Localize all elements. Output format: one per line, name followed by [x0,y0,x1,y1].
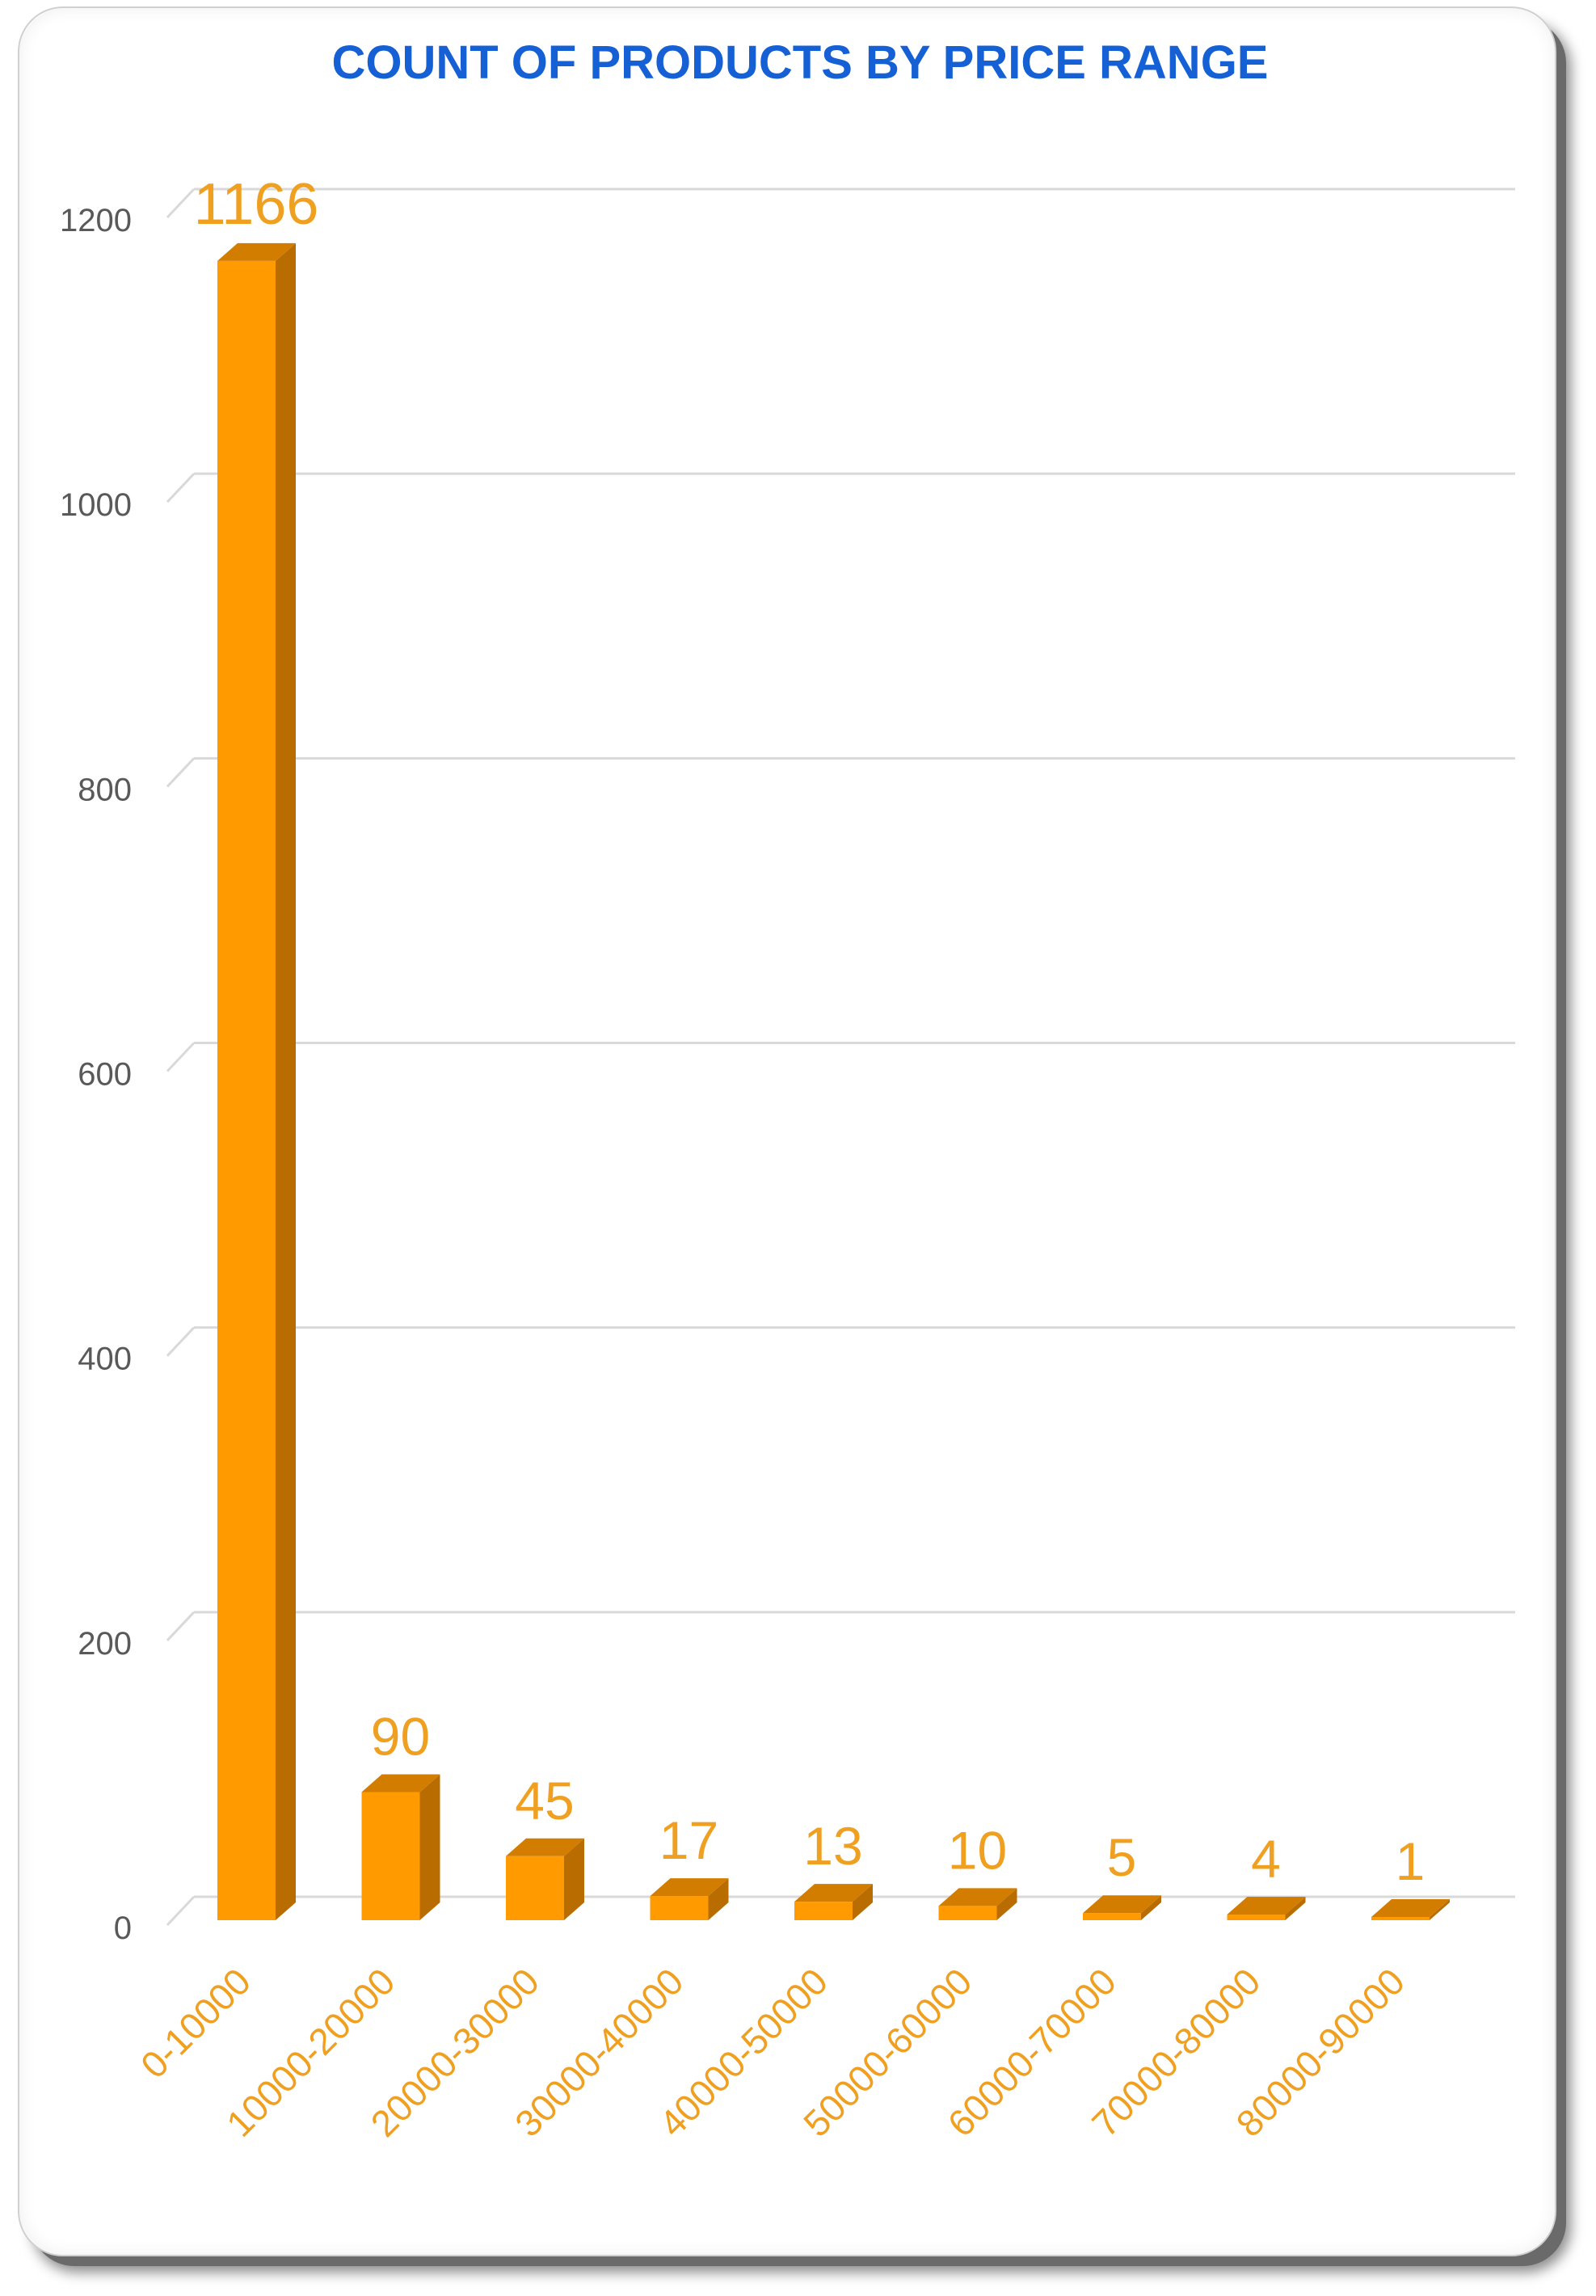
bar-top [794,1884,873,1902]
bar-top [217,242,296,261]
bar-front [217,260,276,1920]
bar-top [650,1878,729,1897]
data-label: 1166 [194,172,319,237]
data-label: 17 [659,1810,718,1870]
y-tick-label: 400 [78,1342,132,1377]
gridline-depth [166,187,196,219]
data-label: 10 [948,1820,1007,1880]
bar-side [564,1838,584,1920]
bar-side [1430,1899,1450,1920]
bar-top [506,1838,584,1856]
y-tick-label: 0 [114,1911,132,1946]
bar-top [1227,1896,1306,1915]
bar [650,1878,729,1920]
x-category-label: 0-10000 [133,1960,259,2086]
bar [1227,1896,1306,1920]
bar-side [419,1774,440,1920]
bar [217,242,296,1920]
x-axis-categories: 0-1000010000-2000020000-3000030000-40000… [133,1960,1413,2145]
bar-front [794,1902,853,1920]
y-tick-label: 1000 [60,487,132,523]
chart-title: COUNT OF PRODUCTS BY PRICE RANGE [331,36,1268,89]
bar [1083,1895,1161,1920]
bar [361,1774,440,1920]
bar-front [1227,1914,1286,1920]
y-tick-label: 200 [78,1626,132,1662]
gridline-depth [166,1611,196,1641]
bar-side [1141,1895,1161,1920]
gridline-depth [166,1042,196,1072]
bar-side [1285,1896,1306,1920]
gridline-depth [166,1326,196,1357]
bar-front [1371,1917,1430,1920]
gridline-depth [166,1895,196,1927]
bars [217,242,1450,1920]
bar [794,1884,873,1920]
bar-front [938,1906,997,1920]
bar-front [361,1792,420,1920]
bar-top [1371,1899,1450,1917]
bar [506,1838,584,1920]
y-tick-label: 800 [78,772,132,807]
gridlines [166,187,1515,1927]
bar-side [276,242,296,1920]
data-label: 13 [803,1816,862,1876]
bar-front [506,1856,564,1920]
data-label: 45 [515,1771,574,1830]
data-labels: 1166 90 45 17 13 10 5 4 1 [194,172,1425,1891]
data-label: 1 [1396,1831,1425,1891]
bar-side [853,1884,873,1920]
gridline-depth [166,757,196,788]
bar-top [361,1774,440,1793]
y-axis-ticks: 0 200 400 600 800 1000 1200 [60,203,132,1946]
bar-top [1083,1895,1161,1914]
bar [938,1888,1017,1920]
data-label: 90 [371,1707,430,1767]
bar-side [708,1878,729,1920]
bar-side [996,1888,1017,1920]
gridline-depth [166,473,196,503]
bar [1371,1899,1450,1920]
y-tick-label: 600 [78,1057,132,1093]
bar-front [1083,1913,1141,1920]
bar-top [938,1888,1017,1906]
data-label: 4 [1251,1829,1281,1889]
data-label: 5 [1107,1827,1137,1887]
bar-front [650,1896,709,1920]
y-tick-label: 1200 [60,203,132,238]
